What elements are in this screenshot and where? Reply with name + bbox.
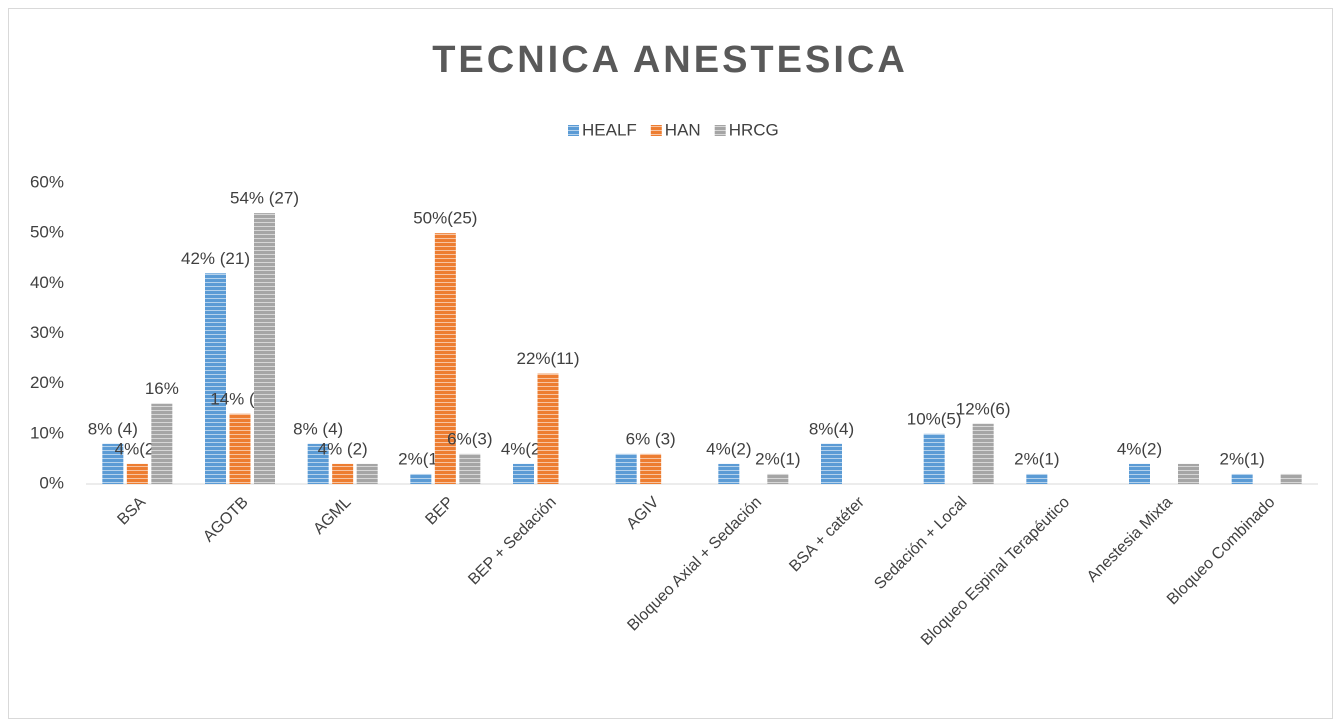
bar: [410, 473, 432, 484]
bar: [332, 463, 354, 484]
bar: [356, 463, 378, 484]
data-label: 6%(3): [447, 429, 492, 448]
bar: [767, 473, 789, 484]
legend-swatch: [568, 125, 579, 136]
bar: [1026, 473, 1048, 484]
y-tick-label: 0%: [39, 473, 64, 492]
bar: [513, 463, 534, 484]
data-label: 10%(5): [907, 409, 962, 428]
bar: [1231, 473, 1253, 484]
data-label: 6% (3): [626, 429, 676, 448]
data-label: 4%(2): [115, 439, 160, 458]
data-label: 12%(6): [956, 399, 1011, 418]
bar: [205, 273, 226, 484]
chart-border: [8, 8, 1333, 719]
chart-title: TECNICA ANESTESICA: [432, 39, 908, 81]
y-tick-label: 10%: [30, 423, 64, 442]
data-label: 2%(1): [755, 449, 800, 468]
data-label: 8% (4): [293, 419, 343, 438]
bar: [615, 453, 637, 484]
bar: [229, 413, 251, 484]
bar: [923, 433, 945, 484]
legend-label: HEALF: [582, 120, 637, 139]
data-label: 4%(2): [501, 439, 546, 458]
data-label: 2%(1): [1219, 449, 1264, 468]
y-tick-label: 30%: [30, 323, 64, 342]
data-label: 8%(4): [809, 419, 854, 438]
bar: [1178, 463, 1199, 484]
bar: [151, 403, 173, 484]
data-label: 16%: [145, 379, 179, 398]
bar: [254, 213, 275, 484]
y-tick-label: 60%: [30, 172, 64, 191]
data-label: 2%(1): [398, 449, 443, 468]
y-tick-label: 50%: [30, 223, 64, 242]
data-label: 42% (21): [181, 249, 250, 268]
bar: [718, 463, 740, 484]
bar: [1129, 463, 1150, 484]
data-label: 4%(2): [706, 439, 751, 458]
data-label: 54% (27): [230, 189, 299, 208]
bar: [459, 453, 481, 484]
bar: [307, 443, 329, 484]
y-tick-label: 40%: [30, 273, 64, 292]
bar: [434, 233, 456, 484]
bar: [102, 443, 124, 484]
bar: [821, 443, 842, 484]
bar: [972, 423, 994, 484]
data-label: 2%(1): [1014, 449, 1059, 468]
bar: [126, 463, 148, 484]
bar: [1280, 473, 1302, 484]
y-tick-label: 20%: [30, 373, 64, 392]
bar: [640, 453, 662, 484]
bar: [537, 373, 559, 484]
legend-swatch: [714, 125, 726, 136]
data-label: 22%(11): [517, 349, 580, 368]
data-label: 8% (4): [88, 419, 138, 438]
legend-swatch: [650, 125, 662, 136]
legend-label: HRCG: [729, 120, 779, 139]
data-label: 4% (2): [318, 439, 368, 458]
data-label: 4%(2): [1117, 439, 1162, 458]
data-label: 50%(25): [413, 209, 477, 228]
legend-label: HAN: [665, 120, 701, 139]
